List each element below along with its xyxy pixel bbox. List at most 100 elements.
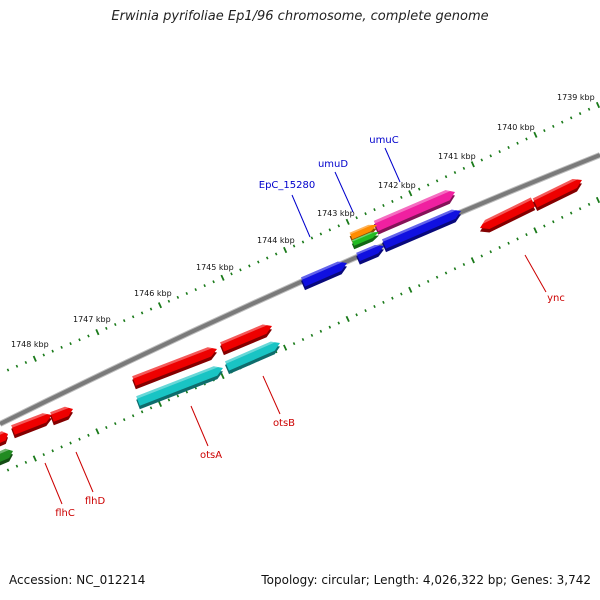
minor-tick	[176, 394, 180, 398]
minor-tick	[230, 272, 233, 276]
minor-tick	[400, 195, 403, 199]
minor-tick	[328, 228, 332, 232]
gene-arrow-otsa-cyan	[136, 366, 223, 410]
minor-tick	[578, 207, 582, 211]
gene-arrow-otsb-cyan	[225, 341, 280, 375]
minor-tick	[391, 296, 394, 300]
gene-arrow-umud-green	[351, 232, 379, 250]
gene-arrow-umud-blue	[356, 245, 384, 265]
major-tick	[95, 428, 100, 435]
minor-tick	[516, 141, 519, 145]
gene-arrow-edge-red	[0, 431, 8, 447]
gene-label-epc15280: EpC_15280	[259, 180, 315, 191]
minor-tick	[560, 120, 564, 124]
minor-tick	[435, 275, 439, 279]
minor-tick	[417, 187, 421, 191]
minor-tick	[543, 224, 546, 228]
minor-tick	[498, 150, 501, 154]
minor-tick	[560, 215, 564, 219]
gene-arrow-flhc-red	[50, 406, 73, 426]
leader-line-otsa	[190, 405, 209, 447]
major-tick	[157, 400, 163, 407]
minor-tick	[328, 325, 332, 329]
minor-tick	[373, 208, 376, 212]
gene-arrow-umuc-blue	[382, 209, 461, 253]
minor-tick	[140, 311, 144, 315]
kbp-label: 1743 kbp	[317, 209, 355, 218]
leader-line-epc15280	[291, 194, 311, 238]
minor-tick	[105, 425, 108, 430]
minor-tick	[51, 449, 54, 453]
minor-tick	[203, 284, 206, 288]
minor-tick	[462, 166, 466, 170]
minor-tick	[426, 279, 430, 283]
minor-tick	[480, 158, 484, 162]
minor-tick	[87, 433, 90, 437]
kbp-label: 1744 kbp	[257, 236, 295, 245]
gene-arrow-epc15280	[301, 261, 347, 291]
minor-tick	[525, 233, 528, 237]
minor-tick	[364, 309, 367, 313]
minor-tick	[382, 204, 385, 208]
minor-tick	[552, 220, 555, 224]
minor-tick	[131, 414, 135, 418]
minor-tick	[149, 307, 153, 311]
minor-tick	[337, 321, 341, 325]
kbp-label: 1739 kbp	[557, 93, 595, 102]
leader-line-flhd	[75, 451, 94, 493]
gene-label-umud: umuD	[318, 159, 348, 170]
leader-line-umud	[334, 171, 354, 213]
backbone-shadow	[0, 155, 600, 424]
minor-tick	[391, 199, 394, 203]
minor-tick	[265, 256, 269, 260]
tick-row-upper	[6, 101, 600, 372]
minor-tick	[131, 315, 135, 319]
kbp-label: 1741 kbp	[438, 152, 476, 161]
minor-tick	[42, 353, 46, 357]
minor-tick	[364, 212, 367, 216]
minor-tick	[24, 360, 28, 365]
minor-tick	[444, 175, 448, 179]
gene-label-ync: ync	[547, 293, 565, 304]
minor-tick	[489, 154, 492, 158]
minor-tick	[435, 179, 439, 183]
minor-tick	[167, 299, 171, 303]
gene-label-flhd: flhD	[85, 496, 106, 507]
major-tick	[408, 286, 413, 293]
minor-tick	[462, 263, 466, 267]
major-tick	[220, 274, 225, 281]
gene-label-otsb: otsB	[273, 418, 295, 429]
leader-line-otsb	[262, 375, 281, 415]
minor-tick	[15, 364, 19, 368]
major-tick	[220, 372, 225, 380]
major-tick	[345, 315, 350, 323]
gene-arrow-ync-a	[480, 197, 536, 233]
minor-tick	[453, 171, 457, 175]
minor-tick	[319, 329, 323, 333]
minor-tick	[382, 300, 385, 304]
minor-tick	[489, 250, 492, 254]
major-tick	[32, 355, 37, 362]
minor-tick	[69, 342, 72, 346]
map-title: Erwinia pyrifoliae Ep1/96 chromosome, co…	[111, 9, 489, 24]
minor-tick	[212, 280, 215, 284]
minor-tick	[42, 453, 46, 457]
major-tick	[470, 257, 475, 264]
minor-tick	[69, 441, 72, 445]
major-tick	[470, 161, 475, 168]
minor-tick	[114, 422, 117, 426]
minor-tick	[122, 418, 126, 422]
minor-tick	[337, 224, 341, 228]
kbp-label: 1742 kbp	[378, 181, 416, 190]
minor-tick	[6, 468, 10, 472]
minor-tick	[426, 183, 430, 187]
minor-tick	[319, 232, 323, 236]
kbp-label: 1747 kbp	[73, 315, 111, 324]
minor-tick	[587, 202, 591, 206]
minor-tick	[552, 124, 555, 128]
major-tick	[408, 190, 413, 197]
minor-tick	[60, 345, 63, 349]
minor-tick	[292, 342, 296, 346]
gene-arrow-flhd-red	[11, 413, 52, 439]
minor-tick	[525, 137, 528, 141]
